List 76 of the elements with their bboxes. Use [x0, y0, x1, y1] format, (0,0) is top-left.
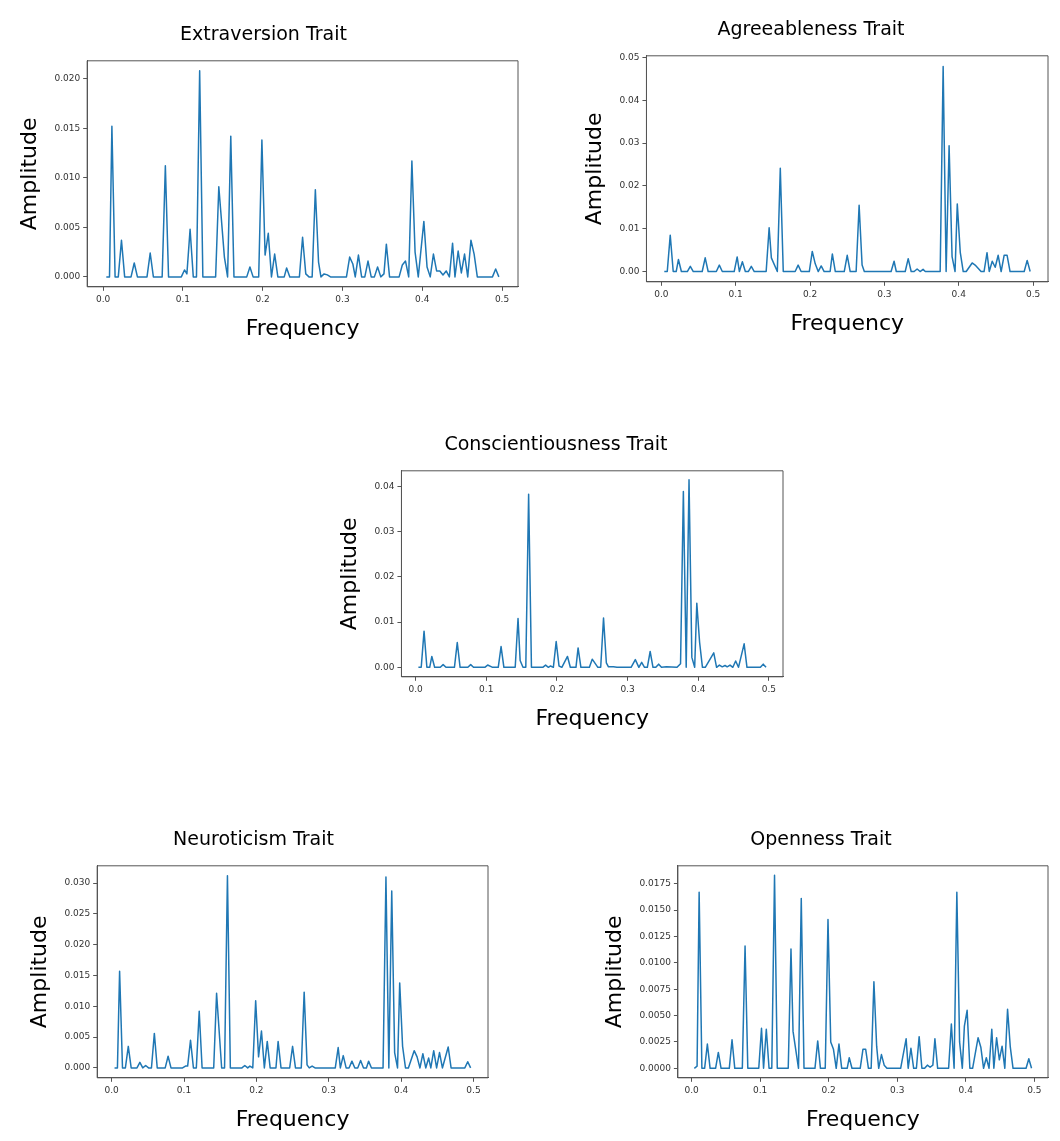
chart-title: Agreeableness Trait: [717, 17, 905, 40]
y-tick-label: 0.02: [374, 571, 395, 582]
y-tick-label: 0.010: [64, 1000, 91, 1011]
x-axis-title: Frequency: [790, 309, 905, 335]
y-tick-label: 0.0100: [639, 957, 672, 968]
x-tick-label: 0.1: [176, 1084, 192, 1095]
x-tick-label: 0.4: [951, 288, 967, 299]
y-tick-label: 0.02: [619, 180, 640, 191]
x-tick-label: 0.0: [408, 683, 423, 694]
y-tick-label: 0.030: [64, 877, 91, 888]
x-tick-label: 0.0: [654, 288, 669, 299]
x-tick-label: 0.4: [415, 293, 430, 304]
y-tick-label: 0.01: [374, 616, 395, 627]
y-tick-label: 0.05: [619, 51, 640, 62]
y-tick-label: 0.01: [619, 223, 640, 234]
y-axis-title: Amplitude: [15, 117, 41, 231]
y-tick-label: 0.025: [64, 908, 91, 919]
y-tick-label: 0.000: [64, 1062, 91, 1073]
y-tick-label: 0.0150: [639, 904, 672, 915]
x-axis-title: Frequency: [235, 1105, 350, 1131]
y-tick-label: 0.0125: [639, 930, 671, 941]
y-tick-label: 0.0025: [639, 1036, 671, 1047]
chart-title: Conscientiousness Trait: [444, 432, 668, 455]
y-tick-label: 0.00: [374, 661, 395, 672]
x-axis-title: Frequency: [245, 314, 360, 340]
x-tick-label: 0.4: [393, 1084, 409, 1095]
y-tick-label: 0.000: [54, 271, 81, 282]
x-tick-label: 0.3: [335, 293, 350, 304]
x-tick-label: 0.4: [691, 683, 706, 694]
y-tick-label: 0.015: [64, 969, 91, 980]
x-tick-label: 0.3: [321, 1084, 336, 1095]
y-tick-label: 0.020: [64, 939, 91, 950]
x-tick-label: 0.1: [728, 288, 743, 299]
x-tick-label: 0.1: [175, 293, 191, 304]
chart-title: Extraversion Trait: [180, 22, 347, 45]
y-tick-label: 0.005: [64, 1031, 91, 1042]
x-tick-label: 0.2: [821, 1084, 836, 1095]
x-tick-label: 0.5: [1025, 288, 1041, 299]
y-tick-label: 0.03: [374, 526, 395, 537]
x-tick-label: 0.3: [890, 1084, 905, 1095]
x-tick-label: 0.2: [249, 1084, 264, 1095]
y-axis-title: Amplitude: [600, 915, 626, 1029]
y-tick-label: 0.015: [54, 122, 81, 133]
y-tick-label: 0.005: [54, 221, 81, 232]
x-tick-label: 0.5: [1027, 1084, 1042, 1095]
chart-title: Neuroticism Trait: [173, 827, 334, 850]
x-tick-label: 0.0: [104, 1084, 120, 1095]
y-tick-label: 0.04: [619, 94, 640, 105]
x-tick-label: 0.0: [95, 293, 111, 304]
x-tick-label: 0.3: [877, 288, 892, 299]
y-tick-label: 0.010: [54, 172, 81, 183]
x-tick-label: 0.2: [802, 288, 818, 299]
x-tick-label: 0.1: [752, 1084, 768, 1095]
y-axis-title: Amplitude: [335, 517, 361, 631]
x-tick-label: 0.5: [494, 293, 510, 304]
x-axis-title: Frequency: [806, 1105, 920, 1131]
y-tick-label: 0.04: [374, 480, 395, 491]
y-tick-label: 0.03: [619, 137, 640, 148]
x-tick-label: 0.5: [466, 1084, 481, 1095]
y-tick-label: 0.0050: [639, 1009, 672, 1020]
y-axis-title: Amplitude: [25, 915, 51, 1029]
y-tick-label: 0.0175: [639, 878, 671, 889]
x-tick-label: 0.2: [549, 683, 565, 694]
x-tick-label: 0.3: [620, 683, 635, 694]
x-tick-label: 0.0: [684, 1084, 700, 1095]
y-tick-label: 0.0075: [639, 983, 671, 994]
chart-title: Openness Trait: [750, 827, 892, 850]
y-tick-label: 0.0000: [639, 1062, 672, 1073]
x-axis-title: Frequency: [535, 704, 650, 730]
x-tick-label: 0.5: [761, 683, 777, 694]
x-tick-label: 0.4: [958, 1084, 974, 1095]
x-tick-label: 0.1: [479, 683, 494, 694]
x-tick-label: 0.2: [255, 293, 270, 304]
y-tick-label: 0.00: [619, 265, 640, 276]
y-axis-title: Amplitude: [580, 112, 606, 226]
y-tick-label: 0.020: [54, 72, 81, 83]
